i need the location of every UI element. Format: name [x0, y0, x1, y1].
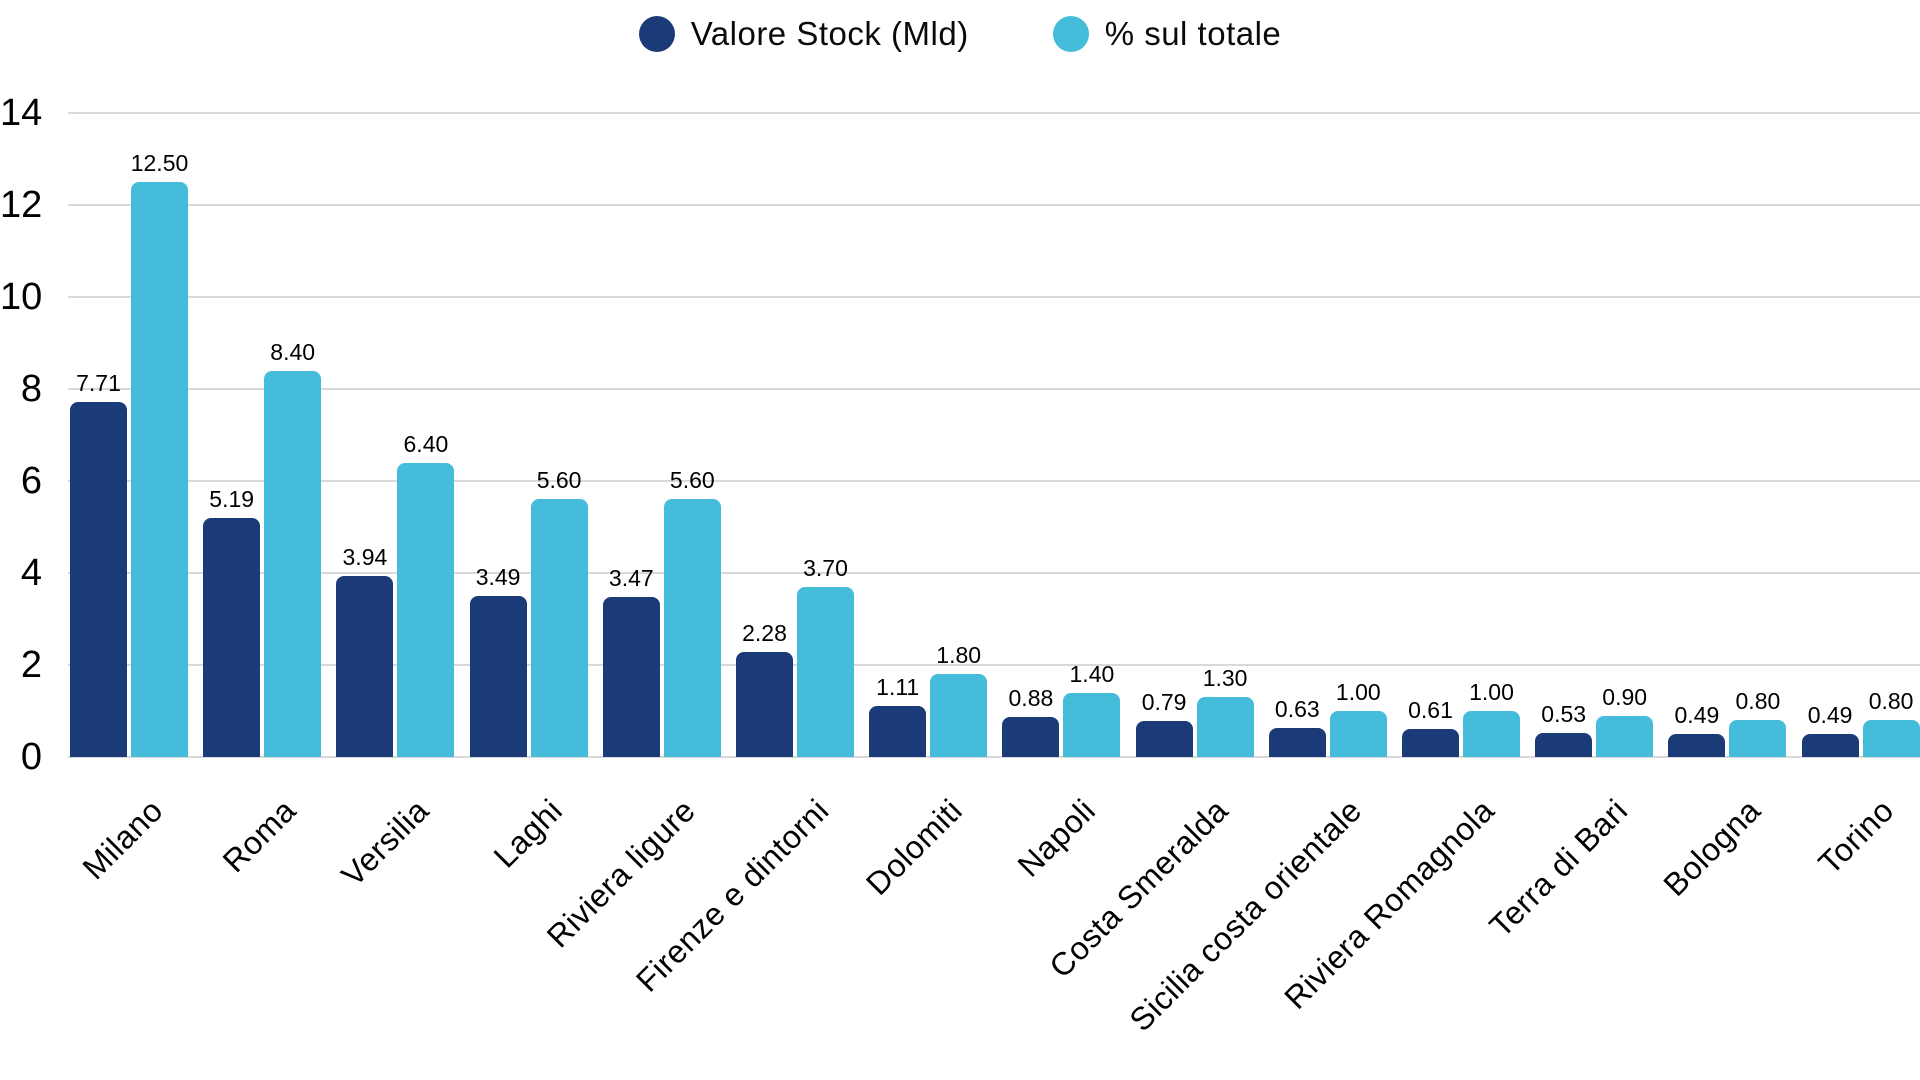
y-axis-label: 6	[20, 460, 42, 502]
bar-pct-sul-totale	[397, 462, 455, 757]
bar-pct-sul-totale	[797, 586, 854, 757]
bar-pct-sul-totale	[1329, 711, 1387, 757]
bar-valore-stock	[1801, 734, 1859, 757]
gridline	[68, 112, 1920, 114]
legend-swatch-pct-sul-totale-icon	[1052, 16, 1089, 52]
bar-pct-sul-totale	[1862, 720, 1920, 757]
bar-valore-stock	[1268, 728, 1326, 757]
bar-value-label: 1.00	[1335, 679, 1381, 705]
x-axis-label: Bologna	[1656, 792, 1768, 903]
y-axis-label: 4	[20, 552, 42, 594]
gridline	[68, 480, 1920, 482]
bar-value-label: 8.40	[270, 338, 316, 365]
y-axis-label: 2	[20, 644, 42, 686]
bar-valore-stock	[736, 652, 793, 757]
bar-value-label: 1.30	[1202, 665, 1248, 692]
legend-label-pct-sul-totale: % sul totale	[1104, 15, 1282, 52]
bar-value-label: 1.11	[876, 673, 920, 700]
legend-swatch-valore-stock-icon	[638, 16, 675, 52]
bar-pct-sul-totale	[1463, 711, 1520, 757]
bar-valore-stock	[336, 575, 394, 757]
bar-value-label: 1.00	[1469, 679, 1514, 705]
bar-value-label: 2.28	[742, 620, 787, 647]
bar-pct-sul-totale	[530, 499, 588, 757]
x-axis-label: Dolomiti	[858, 792, 969, 903]
bar-value-label: 0.80	[1868, 688, 1914, 715]
gridline	[68, 204, 1920, 206]
bar-value-label: 0.49	[1674, 702, 1720, 729]
x-axis-label: Roma	[215, 792, 303, 880]
bar-valore-stock	[469, 596, 527, 757]
gridline	[68, 388, 1920, 390]
bar-value-label: 3.70	[803, 554, 848, 581]
bar-value-label: 0.88	[1008, 684, 1054, 711]
y-axis-label: 12	[0, 184, 43, 226]
bar-value-label: 0.79	[1141, 688, 1187, 715]
x-axis-label: Sicilia costa orientale	[1122, 792, 1369, 1039]
bar-valore-stock	[1668, 734, 1726, 757]
y-axis-label: 8	[20, 368, 42, 410]
gridline	[68, 756, 1920, 758]
bar-value-label: 0.90	[1602, 683, 1648, 710]
bar-value-label: 0.53	[1541, 700, 1587, 727]
bar-value-label: 1.40	[1069, 660, 1115, 687]
bar-valore-stock	[602, 597, 660, 757]
bar-value-label: 5.19	[209, 486, 255, 513]
legend-item-valore-stock[interactable]: Valore Stock (Mld)	[638, 15, 969, 53]
x-axis-label: Versilia	[334, 792, 436, 894]
bar-valore-stock	[1535, 732, 1593, 757]
legend-item-pct-sul-totale[interactable]: % sul totale	[1052, 15, 1282, 53]
bar-pct-sul-totale	[663, 499, 721, 757]
gridline	[68, 572, 1920, 574]
bar-value-label: 3.49	[475, 564, 521, 591]
bar-valore-stock	[1135, 720, 1193, 757]
x-axis-label: Laghi	[486, 792, 570, 875]
x-axis-label: Napoli	[1010, 792, 1102, 884]
bar-pct-sul-totale	[930, 674, 988, 757]
y-axis-label: 0	[20, 736, 42, 778]
bar-valore-stock	[1402, 728, 1459, 757]
x-axis-label: Torino	[1811, 792, 1902, 882]
bar-pct-sul-totale	[264, 370, 322, 757]
legend-label-valore-stock: Valore Stock (Mld)	[690, 15, 969, 52]
bar-valore-stock	[1002, 716, 1060, 757]
bar-value-label: 0.49	[1807, 702, 1853, 729]
gridline	[68, 296, 1920, 298]
bar-pct-sul-totale	[131, 182, 188, 757]
y-axis-label: 14	[0, 92, 43, 134]
bar-value-label: 0.61	[1408, 696, 1453, 723]
x-axis-label: Terra di Bari	[1482, 792, 1635, 945]
gridline	[68, 664, 1920, 666]
bar-value-label: 3.94	[342, 543, 388, 570]
legend: Valore Stock (Mld) % sul totale	[0, 10, 1920, 58]
bar-pct-sul-totale	[1063, 692, 1121, 757]
bar-value-label: 6.40	[403, 430, 449, 457]
bar-value-label: 3.47	[608, 565, 654, 592]
bar-value-label: 0.80	[1735, 688, 1781, 715]
bar-value-label: 0.63	[1274, 696, 1320, 723]
bar-valore-stock	[869, 705, 927, 757]
bar-valore-stock	[203, 518, 261, 757]
x-axis-label: Milano	[75, 792, 170, 887]
bar-pct-sul-totale	[1596, 715, 1654, 757]
bar-value-label: 5.60	[669, 467, 715, 494]
bar-value-label: 1.80	[936, 642, 982, 669]
y-axis-label: 10	[0, 276, 43, 318]
bar-pct-sul-totale	[1196, 697, 1254, 757]
bar-valore-stock	[70, 402, 127, 757]
bar-value-label: 7.71	[76, 370, 121, 397]
bar-pct-sul-totale	[1729, 720, 1787, 757]
bar-value-label: 12.50	[130, 150, 189, 176]
bar-value-label: 5.60	[536, 467, 582, 494]
